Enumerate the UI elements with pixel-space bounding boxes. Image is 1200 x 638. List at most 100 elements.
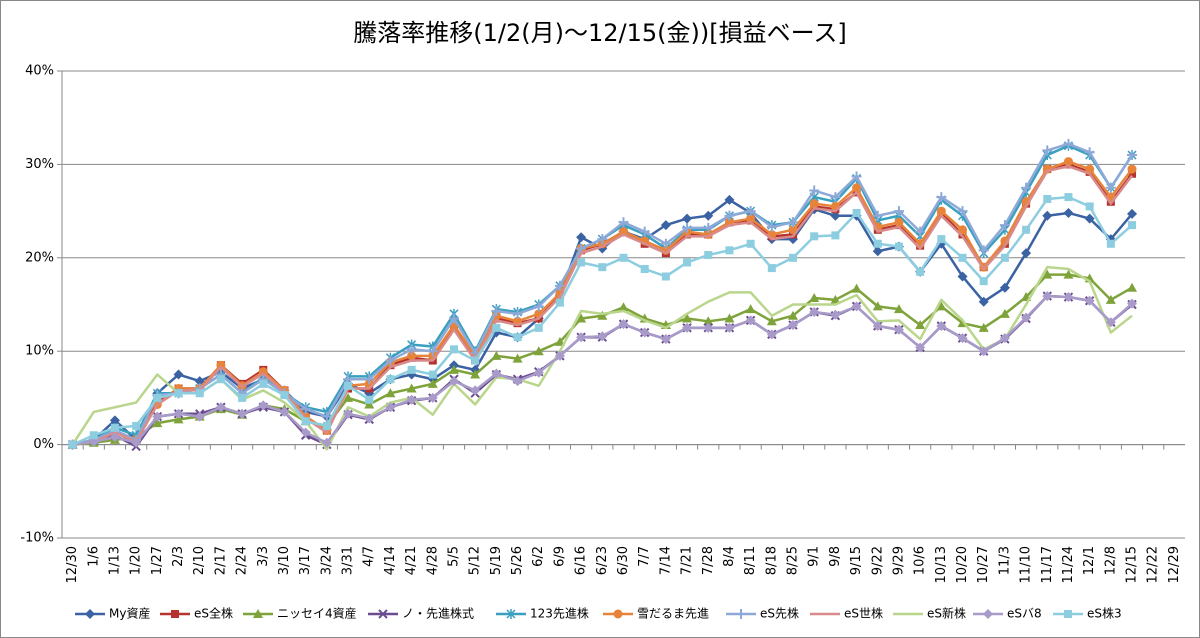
legend-marker (85, 609, 95, 619)
data-point (789, 253, 798, 262)
data-point (470, 385, 481, 396)
y-tick-label: 40% (25, 64, 54, 79)
data-point (999, 308, 1010, 318)
data-point (703, 222, 714, 233)
data-point (215, 402, 226, 413)
data-point (406, 344, 417, 355)
data-point (512, 376, 523, 387)
data-point (407, 365, 416, 374)
x-tick-label: 7/7 (637, 546, 652, 567)
data-point (1021, 312, 1032, 323)
data-point (427, 378, 438, 388)
data-point (364, 413, 375, 424)
data-point (619, 227, 628, 237)
legend-marker (1064, 610, 1072, 618)
legend-label: 雪だるま先進 (637, 607, 709, 621)
x-tick-label: 10/20 (955, 546, 970, 583)
data-point (937, 235, 946, 244)
data-point (1021, 182, 1032, 193)
y-tick-label: 30% (25, 157, 54, 172)
data-point (851, 283, 862, 293)
x-tick-label: 9/1 (807, 546, 822, 567)
legend-marker (378, 609, 388, 619)
x-tick-label: 3/31 (341, 546, 356, 575)
data-point (195, 389, 204, 398)
data-point (216, 375, 225, 384)
data-point (109, 415, 120, 426)
x-tick-label: 5/12 (468, 546, 483, 575)
data-point (682, 313, 693, 323)
data-point (725, 246, 734, 255)
data-point (936, 206, 946, 216)
data-point (89, 431, 98, 440)
data-point (385, 355, 396, 366)
x-tick-label: 3/3 (256, 546, 271, 567)
data-point (978, 346, 989, 357)
data-point (1022, 225, 1031, 234)
data-point (1127, 208, 1138, 219)
data-point (597, 234, 608, 245)
x-tick-label: 9/8 (828, 546, 843, 567)
x-tick-label: 6/30 (616, 546, 631, 575)
x-tick-label: 2/10 (192, 546, 207, 575)
data-point (449, 345, 458, 354)
data-point (555, 298, 564, 307)
data-point (957, 206, 968, 217)
x-tick-label: 7/28 (701, 546, 716, 575)
x-tick-label: 6/23 (595, 546, 610, 575)
data-point (343, 408, 354, 419)
data-point (703, 316, 714, 326)
data-point (1063, 269, 1074, 279)
data-point (1127, 150, 1138, 161)
data-point (152, 411, 163, 422)
data-point (958, 225, 968, 235)
data-point (153, 393, 162, 402)
data-point (427, 392, 438, 403)
data-point (788, 320, 799, 331)
data-point (872, 210, 883, 221)
data-point (194, 411, 205, 422)
data-point (788, 310, 799, 320)
x-tick-label: 9/22 (870, 546, 885, 575)
data-point (999, 220, 1010, 231)
data-point (746, 239, 755, 248)
data-point (1127, 282, 1138, 292)
x-tick-label: 6/16 (574, 546, 589, 575)
x-tick-label: 10/6 (913, 546, 928, 575)
data-point (1084, 147, 1095, 158)
data-point (258, 400, 269, 411)
x-tick-label: 11/10 (1019, 546, 1034, 583)
data-point (300, 404, 311, 415)
data-point (893, 206, 904, 217)
legend-marker (506, 609, 516, 619)
legend-label: eS株3 (1087, 606, 1122, 621)
data-point (809, 199, 819, 209)
data-point (577, 258, 586, 267)
data-point (724, 210, 735, 221)
x-tick-label: 6/9 (552, 546, 567, 567)
data-point (576, 243, 587, 254)
x-tick-label: 8/25 (786, 546, 801, 575)
x-tick-label: 7/21 (680, 546, 695, 575)
data-point (407, 351, 417, 361)
data-point (916, 267, 925, 276)
data-point (110, 423, 119, 432)
legend-label: ニッセイ4資産 (277, 606, 357, 621)
data-point (492, 323, 501, 332)
data-point (132, 421, 141, 430)
legend-marker (613, 609, 623, 619)
data-point (321, 437, 332, 448)
data-point (766, 316, 777, 326)
data-point (1021, 248, 1032, 259)
data-point (576, 313, 587, 323)
data-point (88, 436, 99, 447)
data-point (978, 322, 989, 332)
x-tick-label: 4/21 (404, 546, 419, 575)
data-point (279, 406, 290, 417)
x-tick-label: 5/19 (489, 546, 504, 575)
data-point (448, 376, 459, 387)
data-point (576, 332, 587, 343)
data-point (533, 346, 544, 356)
data-point (448, 364, 459, 374)
data-point (364, 374, 375, 385)
